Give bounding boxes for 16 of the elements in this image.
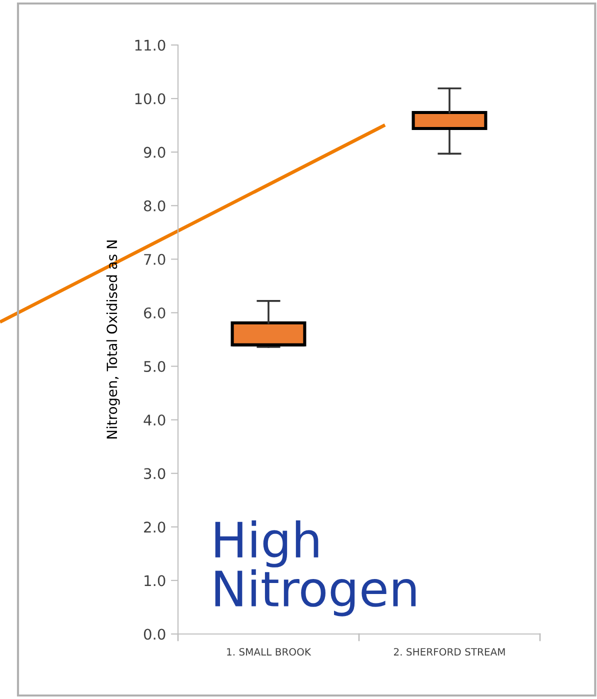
x-tick-label: 1. SMALL BROOK <box>227 648 312 656</box>
y-tick-label: 10.0 <box>135 93 166 104</box>
y-tick-label: 2.0 <box>144 522 166 533</box>
y-tick-label: 4.0 <box>144 414 166 426</box>
annotation: High Nitrogen <box>215 520 416 616</box>
y-tick-label: 11.0 <box>135 40 166 51</box>
y-tick-label: 6.0 <box>144 307 166 318</box>
y-tick-label: 7.0 <box>144 254 166 265</box>
y-tick-label: 5.0 <box>144 360 166 372</box>
y-axis-title: Nitrogen, Total Oxidised as N <box>106 240 120 438</box>
y-tick-label: 3.0 <box>144 468 166 480</box>
y-tick-label: 0.0 <box>144 628 166 640</box>
y-tick-label: 9.0 <box>144 146 166 158</box>
y-tick-label: 1.0 <box>144 575 166 586</box>
y-tick-label: 8.0 <box>144 200 166 212</box>
x-tick-label: 2. SHERFORD STREAM <box>394 648 505 656</box>
